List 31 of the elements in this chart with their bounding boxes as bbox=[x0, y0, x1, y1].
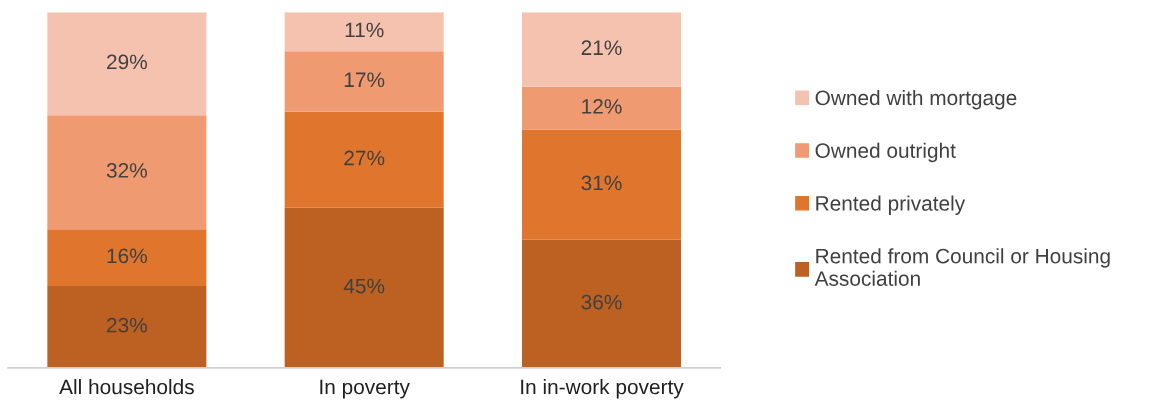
bar bbox=[522, 129, 682, 240]
legend-label: Rented privately bbox=[816, 195, 966, 215]
data-label: 29% bbox=[107, 54, 147, 70]
bar bbox=[47, 12, 207, 116]
legend-label: Rented from Council or Housing Association bbox=[814, 248, 1110, 286]
data-label: 36% bbox=[581, 294, 622, 310]
bar bbox=[284, 111, 444, 208]
data-label: 23% bbox=[107, 317, 147, 333]
x-tick-label: In in-work poverty bbox=[521, 378, 684, 399]
bar bbox=[284, 12, 444, 52]
bar bbox=[522, 12, 682, 87]
data-label: 45% bbox=[343, 278, 385, 294]
x-tick-label: In poverty bbox=[320, 379, 410, 399]
bar bbox=[47, 115, 207, 230]
bar bbox=[284, 51, 444, 112]
legend-label: Owned outright bbox=[815, 142, 956, 163]
legend-label: Owned with mortgage bbox=[815, 89, 1017, 110]
bar bbox=[47, 286, 207, 368]
data-label: 17% bbox=[344, 72, 385, 88]
data-label: 31% bbox=[581, 175, 622, 191]
data-label: 16% bbox=[107, 248, 147, 264]
data-label: 12% bbox=[582, 99, 622, 114]
data-label: 27% bbox=[344, 150, 385, 166]
data-label: 11% bbox=[345, 22, 384, 38]
x-tick-label: All households bbox=[59, 378, 194, 395]
bar bbox=[522, 86, 682, 130]
bar bbox=[284, 207, 444, 368]
data-label: 32% bbox=[106, 163, 147, 178]
data-label: 21% bbox=[581, 40, 622, 56]
bar bbox=[522, 239, 682, 368]
bar bbox=[47, 229, 207, 287]
